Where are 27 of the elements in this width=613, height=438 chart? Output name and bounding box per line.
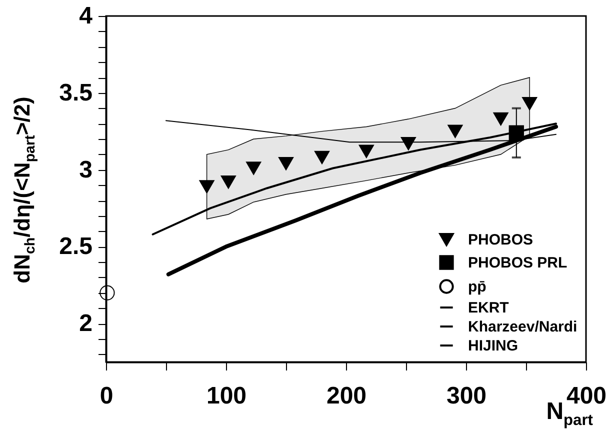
point bbox=[246, 162, 262, 175]
y-tick-label: 3 bbox=[79, 156, 92, 184]
legend-label: PHOBOS PRL bbox=[468, 254, 568, 272]
point bbox=[278, 157, 294, 170]
x-tick-label: 300 bbox=[446, 382, 487, 410]
x-tick-label: 0 bbox=[100, 382, 114, 410]
legend-label: pp̄ bbox=[468, 278, 486, 296]
point bbox=[220, 175, 236, 189]
point bbox=[199, 180, 214, 194]
point bbox=[358, 144, 374, 158]
y-tick-label: 2.5 bbox=[59, 233, 92, 260]
x-tick-label: 200 bbox=[326, 382, 367, 410]
legend-label: EKRT bbox=[468, 300, 509, 316]
point bbox=[508, 125, 524, 140]
point bbox=[448, 124, 463, 138]
point bbox=[314, 150, 330, 164]
point bbox=[100, 285, 115, 300]
legend-label: PHOBOS bbox=[468, 232, 534, 248]
y-tick-label: 4 bbox=[79, 2, 94, 30]
y-tick-label: 2 bbox=[79, 310, 92, 338]
y-tick-label: 3.5 bbox=[59, 79, 92, 106]
point bbox=[400, 137, 416, 150]
x-tick-label: 100 bbox=[206, 382, 247, 410]
legend-label: HIJING bbox=[468, 338, 518, 354]
point bbox=[522, 97, 538, 110]
point bbox=[493, 112, 508, 126]
legend-label: Kharzeev/Nardi bbox=[468, 318, 578, 336]
